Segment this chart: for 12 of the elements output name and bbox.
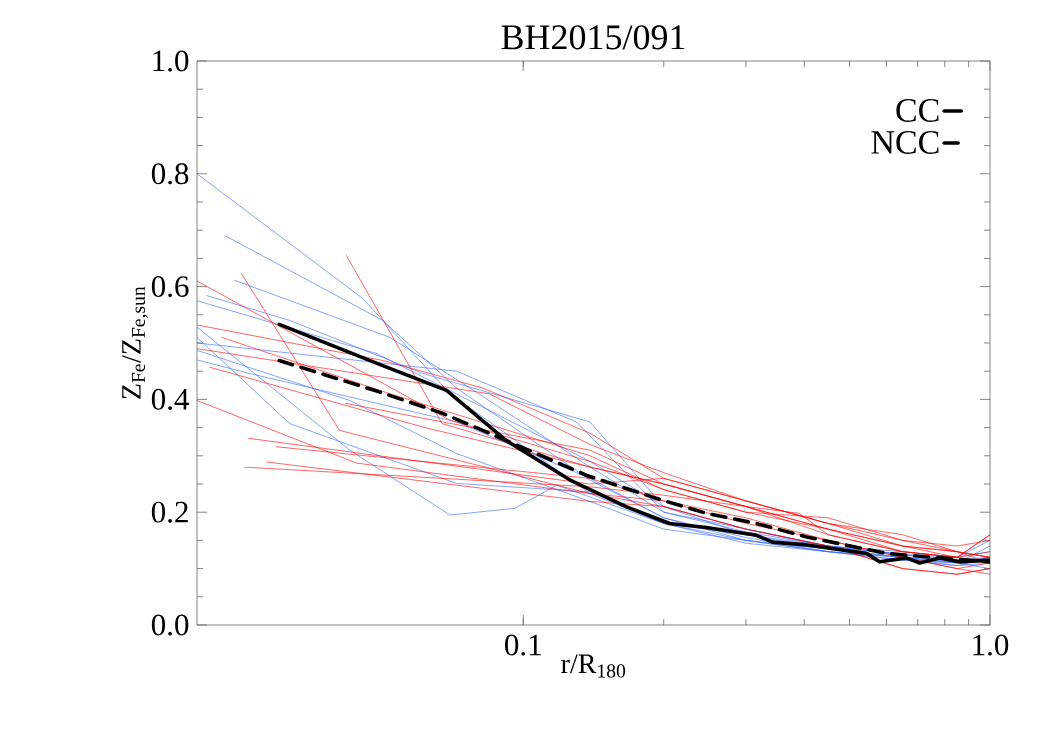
y-tick-label: 0.6 <box>151 276 189 298</box>
legend-label: NCC <box>871 131 939 154</box>
legend-label: CC <box>896 99 939 122</box>
y-axis-title: Z$_{Fe}$/Z$_{Fe,sun}$ <box>122 286 148 399</box>
y-tick-label: 0.4 <box>151 388 189 410</box>
y-tick-label: 0.8 <box>151 163 189 185</box>
y-tick-label: 0.2 <box>151 501 188 523</box>
y-tick-label: 0.0 <box>151 614 189 636</box>
x-axis-title: r/R$_{180}$ <box>561 654 626 678</box>
y-tick-label: 1.0 <box>153 50 189 72</box>
chart-title: BH2015/091 <box>501 25 685 50</box>
x-tick-label: 0.1 <box>505 634 541 656</box>
